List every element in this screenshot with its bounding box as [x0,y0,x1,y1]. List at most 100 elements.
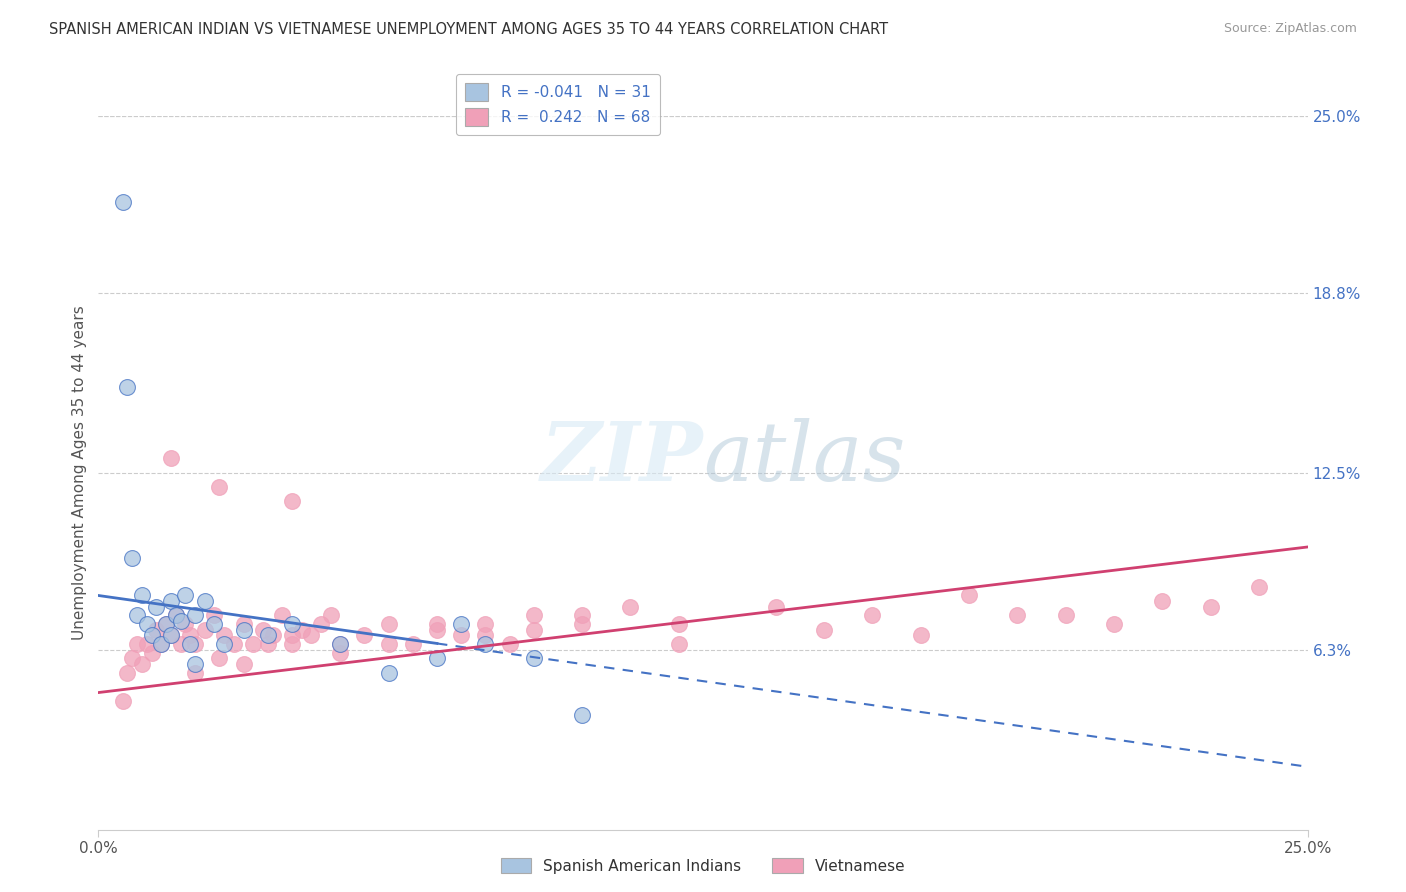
Text: atlas: atlas [703,418,905,499]
Point [131,657,153,671]
Point [160,451,183,466]
Point [117,665,139,680]
Point [212,628,235,642]
Point [450,628,472,642]
Point [498,637,520,651]
Point [957,589,980,603]
Point [281,628,304,642]
Point [141,646,163,660]
Point [194,623,217,637]
Point [111,694,134,708]
Point [131,589,153,603]
Point [426,623,449,637]
Point [256,637,278,651]
Legend: R = -0.041   N = 31, R =  0.242   N = 68: R = -0.041 N = 31, R = 0.242 N = 68 [456,74,659,136]
Y-axis label: Unemployment Among Ages 35 to 44 years: Unemployment Among Ages 35 to 44 years [72,305,87,640]
Point [165,608,187,623]
Point [194,594,217,608]
Legend: Spanish American Indians, Vietnamese: Spanish American Indians, Vietnamese [495,852,911,880]
Point [1152,594,1174,608]
Point [174,617,197,632]
Point [184,637,207,651]
Point [523,608,546,623]
Point [174,589,197,603]
Point [232,623,254,637]
Point [204,617,226,632]
Point [135,617,157,632]
Point [571,608,593,623]
Point [169,614,191,628]
Point [184,608,207,623]
Point [165,608,187,623]
Text: SPANISH AMERICAN INDIAN VS VIETNAMESE UNEMPLOYMENT AMONG AGES 35 TO 44 YEARS COR: SPANISH AMERICAN INDIAN VS VIETNAMESE UN… [49,22,889,37]
Point [571,708,593,723]
Point [232,657,254,671]
Point [1199,599,1222,614]
Point [208,651,231,665]
Point [145,623,167,637]
Point [281,494,304,508]
Point [160,628,183,642]
Point [1007,608,1029,623]
Point [252,623,274,637]
Point [121,551,143,566]
Point [127,637,149,651]
Point [169,637,191,651]
Point [160,594,183,608]
Point [309,617,332,632]
Point [290,623,312,637]
Point [299,628,322,642]
Point [256,628,278,642]
Point [571,617,593,632]
Point [319,608,342,623]
Point [668,637,690,651]
Point [523,623,546,637]
Point [179,628,201,642]
Point [222,637,245,651]
Point [184,657,207,671]
Point [1054,608,1077,623]
Point [160,628,183,642]
Point [145,599,167,614]
Point [1249,580,1271,594]
Point [329,637,352,651]
Point [523,651,546,665]
Text: Source: ZipAtlas.com: Source: ZipAtlas.com [1223,22,1357,36]
Point [860,608,883,623]
Point [232,617,254,632]
Point [135,637,157,651]
Point [212,637,235,651]
Point [281,637,304,651]
Point [179,637,201,651]
Point [1102,617,1125,632]
Point [117,380,139,394]
Point [111,194,134,209]
Point [155,617,177,632]
Text: ZIP: ZIP [540,418,703,499]
Point [619,599,641,614]
Point [329,646,352,660]
Point [377,665,399,680]
Point [121,651,143,665]
Point [329,637,352,651]
Point [377,637,399,651]
Point [813,623,835,637]
Point [426,651,449,665]
Point [474,617,496,632]
Point [262,628,284,642]
Point [208,480,231,494]
Point [474,628,496,642]
Point [150,637,173,651]
Point [353,628,375,642]
Point [910,628,932,642]
Point [271,608,294,623]
Point [127,608,149,623]
Point [155,617,177,632]
Point [765,599,787,614]
Point [402,637,425,651]
Point [474,637,496,651]
Point [184,665,207,680]
Point [668,617,690,632]
Point [242,637,264,651]
Point [281,617,304,632]
